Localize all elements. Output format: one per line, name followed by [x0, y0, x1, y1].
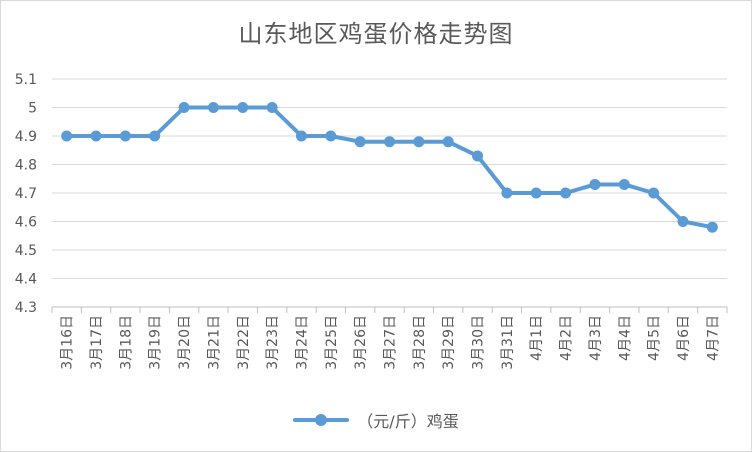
x-tick-label: 3月28日: [412, 315, 428, 370]
data-point: [618, 178, 630, 190]
data-point: [237, 102, 249, 113]
chart-title: 山东地区鸡蛋价格走势图: [238, 20, 514, 48]
data-point: [560, 187, 572, 199]
data-point: [354, 136, 366, 148]
data-point: [501, 187, 513, 199]
x-tick-label: 3月23日: [265, 315, 281, 370]
x-tick-label: 4月2日: [559, 315, 575, 361]
x-tick-label: 4月5日: [647, 315, 663, 361]
data-point: [178, 102, 190, 113]
y-tick-label: 4.6: [15, 215, 37, 231]
x-tick-label: 3月18日: [118, 315, 134, 370]
legend: （元/斤）鸡蛋: [0, 407, 752, 433]
data-point: [530, 187, 542, 199]
y-tick-label: 4.3: [15, 300, 37, 316]
y-tick-label: 4.8: [15, 158, 37, 174]
legend-marker-icon: [293, 410, 350, 430]
series-line: [64, 105, 715, 230]
x-tick-label: 3月19日: [148, 315, 164, 370]
x-tick-label: 3月25日: [324, 315, 340, 370]
x-tick-label: 4月7日: [705, 315, 721, 361]
x-tick-label: 3月22日: [236, 315, 252, 370]
data-point: [442, 136, 454, 148]
y-tick-label: 5.1: [15, 72, 37, 88]
data-point: [207, 102, 219, 113]
data-point: [90, 130, 102, 142]
data-point: [648, 187, 660, 199]
y-tick-label: 4.4: [15, 272, 37, 288]
x-tick-label: 3月27日: [383, 315, 399, 370]
data-point: [61, 130, 73, 142]
y-tick-label: 4.5: [15, 243, 37, 259]
x-tick-label: 4月3日: [588, 315, 604, 361]
y-tick-label: 5: [28, 101, 37, 117]
x-tick-label: 3月24日: [294, 315, 310, 370]
x-tick-label: 3月30日: [471, 315, 487, 370]
data-point: [706, 221, 718, 233]
data-point: [325, 130, 337, 142]
legend-item[interactable]: （元/斤）鸡蛋: [293, 408, 459, 432]
legend-label: （元/斤）鸡蛋: [357, 412, 459, 431]
data-point: [149, 130, 161, 142]
data-point: [266, 102, 278, 113]
x-tick-label: 3月29日: [441, 315, 457, 370]
x-tick-label: 3月16日: [60, 315, 76, 370]
data-point: [384, 136, 395, 148]
x-tick-label: 4月4日: [617, 315, 633, 361]
data-point: [295, 130, 307, 142]
x-tick-label: 3月17日: [89, 315, 105, 370]
x-tick-label: 4月6日: [676, 315, 692, 361]
data-point: [472, 150, 484, 162]
data-point: [413, 136, 425, 148]
y-tick-label: 4.9: [15, 129, 37, 145]
x-tick-label: 3月20日: [177, 315, 193, 370]
x-tick-label: 4月1日: [529, 315, 545, 361]
data-point: [119, 130, 131, 142]
x-tick-label: 3月31日: [500, 315, 516, 370]
data-point: [677, 216, 689, 227]
data-point: [589, 178, 601, 190]
x-tick-label: 3月26日: [353, 315, 369, 370]
y-tick-label: 4.7: [15, 186, 37, 202]
x-tick-label: 3月21日: [206, 315, 222, 370]
